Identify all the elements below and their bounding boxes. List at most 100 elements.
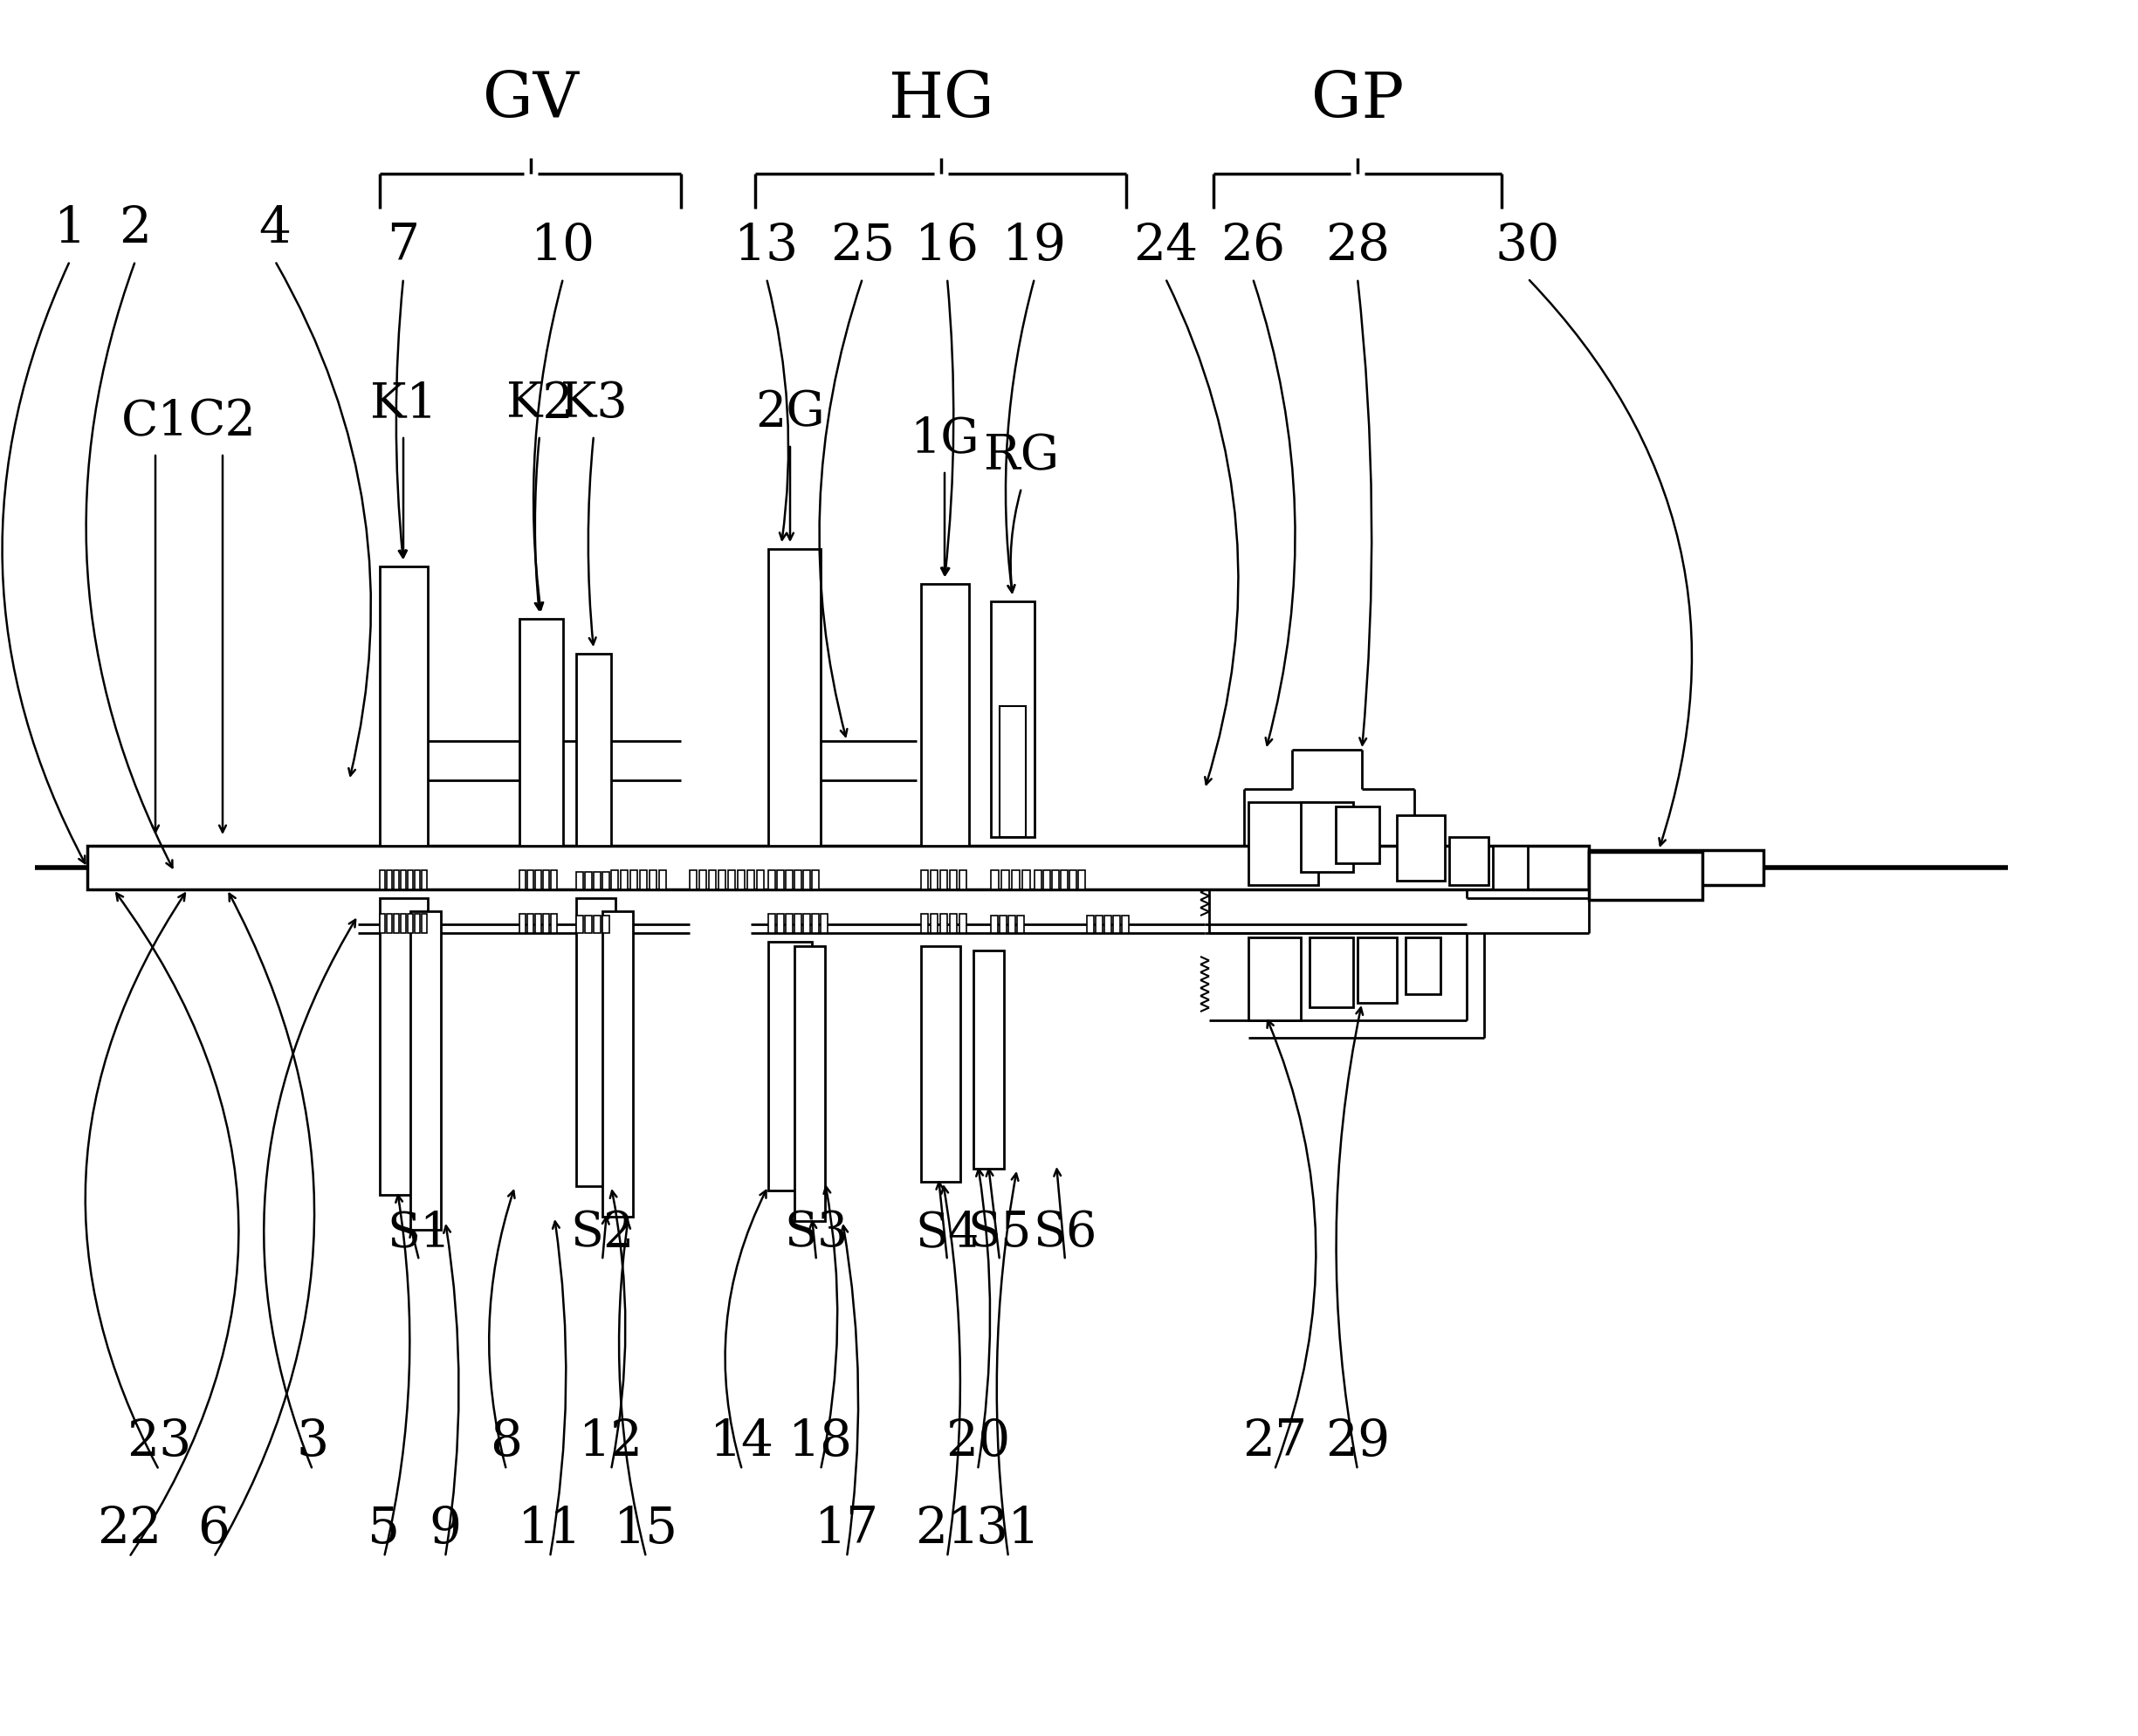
- Bar: [930, 871, 939, 891]
- Bar: [941, 915, 947, 934]
- Bar: [990, 917, 998, 934]
- Text: 19: 19: [1003, 222, 1067, 271]
- Bar: [659, 871, 667, 891]
- Bar: [603, 911, 633, 1217]
- Text: 15: 15: [614, 1503, 678, 1552]
- Bar: [776, 915, 785, 934]
- Text: 6: 6: [197, 1503, 231, 1552]
- Bar: [1492, 845, 1529, 891]
- Bar: [1589, 852, 1702, 901]
- Bar: [603, 873, 609, 891]
- Text: 22: 22: [96, 1503, 162, 1552]
- Bar: [1105, 917, 1112, 934]
- Text: 10: 10: [530, 222, 597, 271]
- Bar: [990, 602, 1035, 837]
- Bar: [387, 871, 391, 891]
- Text: 2: 2: [120, 205, 152, 253]
- Text: K3: K3: [560, 380, 626, 427]
- Bar: [812, 915, 819, 934]
- Bar: [1018, 917, 1024, 934]
- Text: 11: 11: [517, 1503, 582, 1552]
- Bar: [921, 946, 960, 1182]
- Bar: [552, 871, 558, 891]
- Text: 8: 8: [490, 1417, 522, 1465]
- Bar: [1001, 707, 1026, 837]
- Bar: [1009, 917, 1016, 934]
- Bar: [921, 585, 969, 845]
- Bar: [768, 943, 812, 1191]
- Text: 30: 30: [1494, 222, 1561, 271]
- Bar: [1300, 802, 1353, 873]
- Bar: [387, 915, 391, 934]
- Bar: [1095, 917, 1103, 934]
- Bar: [795, 915, 802, 934]
- Bar: [528, 915, 532, 934]
- Bar: [812, 871, 819, 891]
- Bar: [381, 871, 385, 891]
- Text: 21: 21: [915, 1503, 979, 1552]
- Bar: [603, 917, 609, 934]
- Text: 31: 31: [975, 1503, 1041, 1552]
- Bar: [921, 915, 928, 934]
- Bar: [1060, 871, 1067, 891]
- Text: S6: S6: [1033, 1208, 1097, 1257]
- Bar: [973, 951, 1005, 1168]
- Text: 23: 23: [126, 1417, 192, 1465]
- Bar: [575, 917, 584, 934]
- Bar: [804, 871, 810, 891]
- Text: 3: 3: [297, 1417, 329, 1465]
- Text: 9: 9: [430, 1503, 462, 1552]
- Bar: [586, 873, 592, 891]
- Bar: [88, 845, 1589, 891]
- Text: 7: 7: [387, 222, 419, 271]
- Text: GV: GV: [483, 69, 579, 130]
- Bar: [543, 871, 549, 891]
- Bar: [1122, 917, 1129, 934]
- Text: 2G: 2G: [755, 389, 825, 436]
- Bar: [785, 915, 793, 934]
- Text: K1: K1: [370, 380, 436, 427]
- Bar: [381, 568, 428, 845]
- Bar: [534, 915, 541, 934]
- Bar: [949, 915, 958, 934]
- Bar: [1405, 937, 1441, 995]
- Text: S1: S1: [387, 1208, 451, 1257]
- Text: S2: S2: [571, 1208, 635, 1257]
- Bar: [586, 917, 592, 934]
- Bar: [738, 871, 744, 891]
- Text: 25: 25: [830, 222, 896, 271]
- Text: 16: 16: [915, 222, 979, 271]
- Bar: [748, 871, 755, 891]
- Bar: [520, 620, 562, 845]
- Bar: [611, 871, 618, 891]
- Bar: [639, 871, 648, 891]
- Bar: [768, 550, 821, 845]
- Bar: [1043, 871, 1050, 891]
- Bar: [421, 915, 428, 934]
- Bar: [1249, 802, 1319, 885]
- Bar: [1308, 937, 1353, 1007]
- Text: RG: RG: [983, 432, 1058, 479]
- Bar: [393, 915, 400, 934]
- Bar: [930, 915, 939, 934]
- Bar: [821, 915, 827, 934]
- Bar: [1078, 871, 1086, 891]
- Bar: [1336, 807, 1379, 863]
- Bar: [768, 871, 776, 891]
- Bar: [960, 871, 966, 891]
- Text: 24: 24: [1133, 222, 1197, 271]
- Bar: [921, 871, 928, 891]
- Bar: [520, 915, 526, 934]
- Bar: [691, 871, 697, 891]
- Text: 1: 1: [53, 205, 86, 253]
- Bar: [620, 871, 629, 891]
- Bar: [795, 946, 825, 1222]
- Text: 18: 18: [789, 1417, 853, 1465]
- Bar: [785, 871, 793, 891]
- Bar: [410, 911, 440, 1231]
- Text: S4: S4: [915, 1208, 979, 1257]
- Bar: [1450, 837, 1488, 885]
- Text: 28: 28: [1326, 222, 1390, 271]
- Bar: [729, 871, 735, 891]
- Bar: [1358, 937, 1396, 1003]
